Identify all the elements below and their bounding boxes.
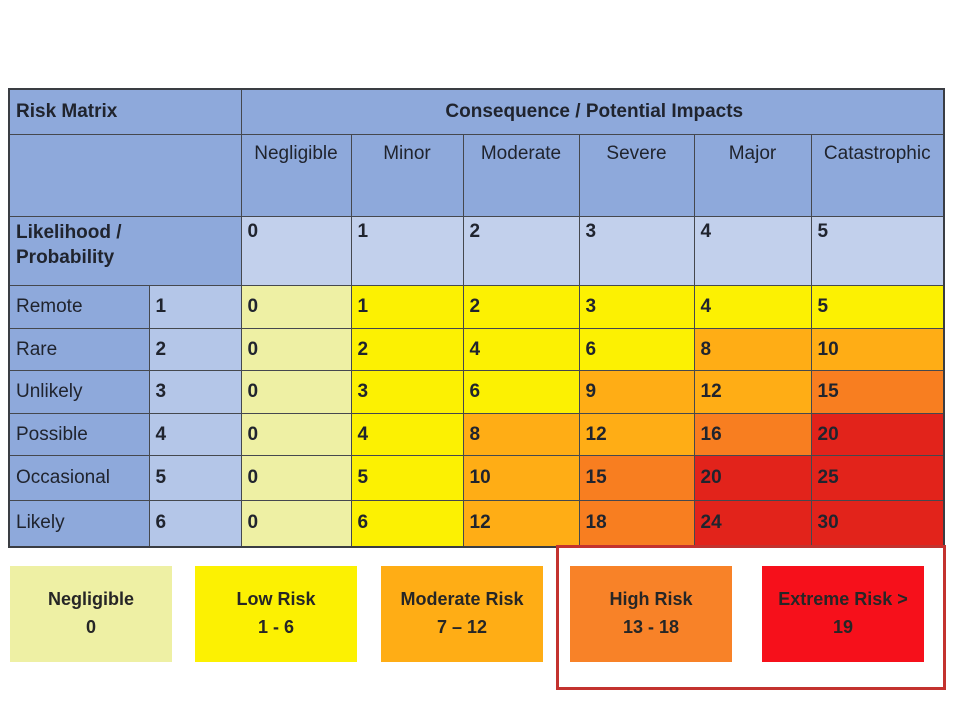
- legend-label: Extreme Risk >: [778, 589, 908, 610]
- matrix-cell: 4: [462, 328, 580, 371]
- matrix-cell: 6: [578, 328, 695, 371]
- matrix-cell: 5: [350, 455, 464, 501]
- consequence-scores-row: Likelihood / Probability 0 1 2 3 4 5: [8, 216, 945, 286]
- matrix-cell: 0: [240, 328, 352, 371]
- matrix-row: Possible 4 0 4 8 12 16 20: [8, 413, 945, 456]
- consequence-score-cell: 4: [693, 216, 812, 286]
- legend-item-negligible: Negligible 0: [10, 566, 172, 662]
- legend-range: 13 - 18: [622, 617, 680, 637]
- likelihood-header-cell: Likelihood / Probability: [8, 216, 242, 286]
- legend-label: Low Risk: [236, 589, 316, 610]
- matrix-cell: 12: [462, 500, 580, 547]
- legend-range: 7 – 12: [436, 617, 488, 637]
- matrix-cell: 2: [462, 285, 580, 329]
- likelihood-score-cell: 2: [148, 328, 242, 371]
- likelihood-score-cell: 1: [148, 285, 242, 329]
- empty-header-cell: [8, 134, 242, 217]
- matrix-cell: 3: [578, 285, 695, 329]
- row-label-cell: Occasional: [8, 455, 150, 501]
- likelihood-score-cell: 3: [148, 370, 242, 414]
- matrix-cell: 1: [350, 285, 464, 329]
- legend-label: Negligible: [47, 589, 134, 610]
- matrix-title-cell: Risk Matrix: [8, 88, 242, 135]
- legend-label: High Risk: [609, 589, 693, 610]
- legend-item-extreme-risk: Extreme Risk > 19: [762, 566, 924, 662]
- consequence-score-cell: 0: [240, 216, 352, 286]
- legend-range: 19: [832, 617, 854, 637]
- risk-matrix-table: Risk Matrix Consequence / Potential Impa…: [8, 88, 946, 548]
- likelihood-title-line1: Likelihood /: [16, 222, 122, 243]
- matrix-cell: 30: [810, 500, 945, 547]
- likelihood-title-line2: Probability: [16, 246, 115, 268]
- matrix-cell: 8: [693, 328, 812, 371]
- consequence-score-cell: 1: [350, 216, 464, 286]
- column-header-negligible: Negligible: [240, 134, 352, 217]
- matrix-cell: 4: [350, 413, 464, 456]
- row-label-cell: Unlikely: [8, 370, 150, 414]
- matrix-cell: 5: [810, 285, 945, 329]
- matrix-cell: 24: [693, 500, 812, 547]
- matrix-cell: 12: [578, 413, 695, 456]
- column-header-minor: Minor: [350, 134, 464, 217]
- legend-range: 0: [85, 617, 96, 637]
- matrix-cell: 9: [578, 370, 695, 414]
- matrix-cell: 4: [693, 285, 812, 329]
- matrix-cell: 0: [240, 285, 352, 329]
- matrix-cell: 10: [810, 328, 945, 371]
- matrix-cell: 0: [240, 413, 352, 456]
- matrix-cell: 16: [693, 413, 812, 456]
- legend-range: 1 - 6: [257, 617, 295, 637]
- matrix-row: Rare 2 0 2 4 6 8 10: [8, 328, 945, 371]
- matrix-cell: 0: [240, 455, 352, 501]
- legend-item-moderate-risk: Moderate Risk 7 – 12: [381, 566, 543, 662]
- matrix-cell: 25: [810, 455, 945, 501]
- row-label-cell: Possible: [8, 413, 150, 456]
- consequence-score-cell: 3: [578, 216, 695, 286]
- matrix-cell: 2: [350, 328, 464, 371]
- matrix-cell: 18: [578, 500, 695, 547]
- consequence-header-cell: Consequence / Potential Impacts: [240, 88, 945, 135]
- matrix-header-row: Risk Matrix Consequence / Potential Impa…: [8, 88, 945, 135]
- matrix-row: Unlikely 3 0 3 6 9 12 15: [8, 370, 945, 414]
- matrix-row: Likely 6 0 6 12 18 24 30: [8, 500, 945, 547]
- matrix-cell: 10: [462, 455, 580, 501]
- matrix-cell: 6: [462, 370, 580, 414]
- matrix-cell: 20: [693, 455, 812, 501]
- matrix-cell: 20: [810, 413, 945, 456]
- likelihood-score-cell: 4: [148, 413, 242, 456]
- likelihood-score-cell: 6: [148, 500, 242, 547]
- matrix-cell: 15: [810, 370, 945, 414]
- likelihood-score-cell: 5: [148, 455, 242, 501]
- consequence-categories-row: Negligible Minor Moderate Severe Major C…: [8, 134, 945, 217]
- matrix-cell: 0: [240, 500, 352, 547]
- row-label-cell: Rare: [8, 328, 150, 371]
- column-header-severe: Severe: [578, 134, 695, 217]
- legend-item-low-risk: Low Risk 1 - 6: [195, 566, 357, 662]
- matrix-cell: 12: [693, 370, 812, 414]
- matrix-row: Occasional 5 0 5 10 15 20 25: [8, 455, 945, 501]
- matrix-cell: 6: [350, 500, 464, 547]
- matrix-cell: 0: [240, 370, 352, 414]
- column-header-moderate: Moderate: [462, 134, 580, 217]
- row-label-cell: Remote: [8, 285, 150, 329]
- consequence-score-cell: 2: [462, 216, 580, 286]
- legend-item-high-risk: High Risk 13 - 18: [570, 566, 732, 662]
- matrix-row: Remote 1 0 1 2 3 4 5: [8, 285, 945, 329]
- column-header-catastrophic: Catastrophic: [810, 134, 945, 217]
- consequence-score-cell: 5: [810, 216, 945, 286]
- row-label-cell: Likely: [8, 500, 150, 547]
- column-header-major: Major: [693, 134, 812, 217]
- legend-label: Moderate Risk: [400, 589, 524, 610]
- matrix-cell: 3: [350, 370, 464, 414]
- matrix-cell: 15: [578, 455, 695, 501]
- matrix-cell: 8: [462, 413, 580, 456]
